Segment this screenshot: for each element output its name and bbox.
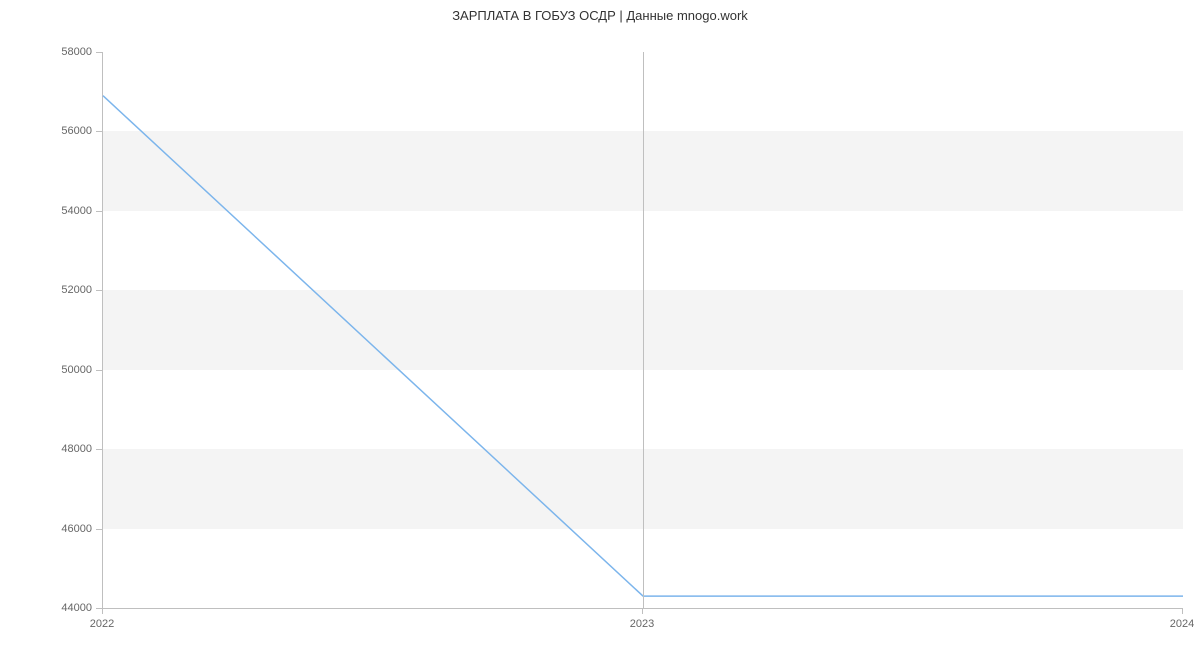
y-tick-mark (96, 370, 102, 371)
y-tick-mark (96, 211, 102, 212)
x-gridline (643, 52, 644, 608)
x-tick-label: 2022 (90, 618, 114, 630)
y-tick-mark (96, 52, 102, 53)
y-tick-label: 50000 (42, 364, 92, 376)
y-tick-mark (96, 290, 102, 291)
y-tick-label: 46000 (42, 523, 92, 535)
y-tick-label: 48000 (42, 443, 92, 455)
chart-title: ЗАРПЛАТА В ГОБУЗ ОСДР | Данные mnogo.wor… (0, 8, 1200, 23)
x-tick-mark (642, 608, 643, 614)
y-tick-mark (96, 529, 102, 530)
y-tick-label: 52000 (42, 284, 92, 296)
y-tick-label: 44000 (42, 602, 92, 614)
y-tick-label: 58000 (42, 46, 92, 58)
y-tick-label: 56000 (42, 125, 92, 137)
chart-container: ЗАРПЛАТА В ГОБУЗ ОСДР | Данные mnogo.wor… (0, 0, 1200, 650)
y-tick-mark (96, 131, 102, 132)
x-tick-mark (102, 608, 103, 614)
x-tick-label: 2023 (630, 618, 654, 630)
y-tick-mark (96, 449, 102, 450)
x-tick-label: 2024 (1170, 618, 1194, 630)
y-tick-label: 54000 (42, 205, 92, 217)
x-tick-mark (1182, 608, 1183, 614)
plot-area (102, 52, 1183, 609)
